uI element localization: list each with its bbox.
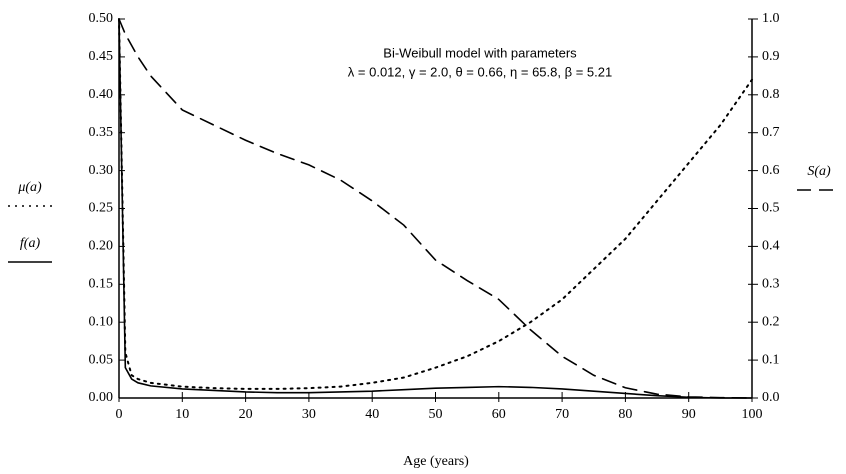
x-axis-label: Age (years): [403, 454, 469, 469]
x-tick-label: 30: [302, 407, 316, 422]
series-line: [118, 18, 753, 399]
y-tick-label: 0.10: [89, 314, 114, 329]
x-tick-label: 100: [742, 407, 763, 422]
y-tick-label: 0.00: [89, 390, 114, 405]
y2-tick-label: 1.0: [762, 11, 780, 26]
annotation: Bi-Weibull model with parameters: [383, 45, 577, 60]
x-tick-label: 40: [365, 407, 379, 422]
x-tick-label: 70: [555, 407, 569, 422]
y2-tick-label: 0.1: [762, 352, 780, 367]
y-tick-label: 0.20: [89, 239, 114, 254]
y-tick-label: 0.30: [89, 163, 114, 178]
x-tick-label: 20: [239, 407, 253, 422]
y-tick-label: 0.45: [89, 49, 114, 64]
y2-tick-label: 0.0: [762, 390, 780, 405]
y2-tick-label: 0.7: [762, 125, 780, 140]
annotation: λ = 0.012, γ = 2.0, θ = 0.66, η = 65.8, …: [348, 64, 612, 79]
y2-tick-label: 0.5: [762, 201, 780, 216]
x-tick-label: 10: [175, 407, 189, 422]
y2-tick-label: 0.6: [762, 163, 780, 178]
y2-tick-label: 0.8: [762, 87, 780, 102]
y2-tick-label: 0.9: [762, 49, 780, 64]
y2-tick-label: 0.4: [762, 239, 780, 254]
legend-label: f(a): [20, 236, 41, 251]
y-tick-label: 0.50: [89, 11, 114, 26]
series-line: [118, 18, 753, 390]
series-line: [118, 18, 753, 399]
y2-tick-label: 0.3: [762, 277, 780, 292]
y-tick-label: 0.15: [89, 277, 114, 292]
x-tick-label: 90: [682, 407, 696, 422]
x-tick-label: 60: [492, 407, 506, 422]
legend-label: S(a): [807, 164, 831, 179]
y-tick-label: 0.40: [89, 87, 114, 102]
x-tick-label: 80: [618, 407, 632, 422]
x-tick-label: 0: [116, 407, 123, 422]
y-tick-label: 0.05: [89, 352, 114, 367]
y-tick-label: 0.25: [89, 201, 114, 216]
legend-label: μ(a): [17, 180, 42, 195]
y-tick-label: 0.35: [89, 125, 114, 140]
y2-tick-label: 0.2: [762, 314, 780, 329]
x-tick-label: 50: [429, 407, 443, 422]
